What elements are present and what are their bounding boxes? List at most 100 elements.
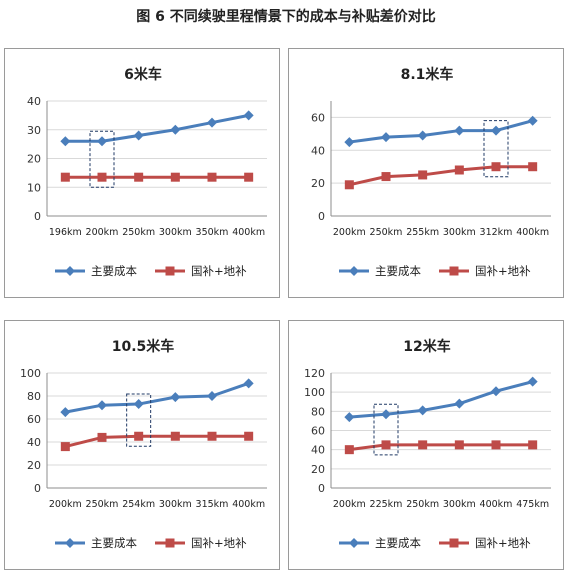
series-line	[349, 119, 534, 144]
data-point	[417, 130, 428, 141]
x-tick-label: 400km	[480, 499, 513, 510]
data-point	[97, 172, 107, 182]
y-tick-label: 0	[318, 210, 325, 223]
y-tick-label: 20	[311, 177, 325, 190]
data-point	[491, 162, 501, 172]
series-line	[65, 381, 250, 414]
data-point	[344, 180, 354, 190]
x-tick-label: 300km	[443, 227, 476, 238]
data-point	[527, 115, 538, 126]
chart-title: 8.1米车	[401, 66, 454, 83]
data-point	[344, 412, 355, 423]
y-tick-label: 60	[311, 425, 325, 438]
x-tick-label: 400km	[232, 227, 265, 238]
data-point	[207, 117, 217, 128]
legend-label: 国补+地补	[191, 264, 247, 278]
highlight-box	[373, 403, 399, 456]
highlight-box	[89, 130, 115, 188]
x-tick-label: 400km	[232, 499, 265, 510]
x-tick-label: 300km	[443, 499, 476, 510]
data-point	[381, 440, 391, 450]
data-point	[344, 445, 354, 455]
highlight-box	[126, 393, 152, 447]
data-point	[207, 391, 217, 401]
x-tick-label: 225km	[370, 499, 403, 510]
legend-marker	[165, 538, 175, 548]
data-point	[133, 130, 144, 141]
data-point	[454, 125, 465, 136]
legend-label: 国补+地补	[475, 536, 531, 550]
x-tick-label: 255km	[406, 227, 439, 238]
legend-label: 主要成本	[91, 536, 137, 550]
x-tick-label: 200km	[86, 227, 119, 238]
chart-title: 10.5米车	[112, 338, 175, 355]
highlight-box	[483, 120, 509, 178]
data-point	[454, 165, 464, 175]
data-point	[381, 409, 391, 420]
data-point	[491, 440, 501, 450]
legend-label: 国补+地补	[191, 536, 247, 550]
chart-panel-8-1m: 8.1米车 0 20 40 60 200km 250km 255km 300km 312km 400…	[288, 48, 564, 298]
chart-8-1m: 8.1米车 0 20 40 60 200km 250km 255km 300km 312km 400…	[311, 66, 551, 278]
data-point	[134, 431, 144, 441]
y-tick-label: 30	[27, 124, 41, 137]
y-tick-label: 0	[34, 210, 41, 223]
data-point	[528, 162, 538, 172]
chart-panel-10-5m: 10.5米车 0 20 40 60 80 100 200km 250km 254km 300km 31…	[4, 320, 280, 570]
x-tick-label: 300km	[159, 227, 192, 238]
x-tick-label: 250km	[406, 499, 439, 510]
y-tick-label: 0	[34, 482, 41, 495]
chart-6m: 6米车 0 10 20 30 40 196km 200km 250km 300km 350km 400…	[27, 66, 267, 278]
y-tick-label: 20	[27, 459, 41, 472]
chart-10-5m: 10.5米车 0 20 40 60 80 100 200km 250km 254km 300km 31…	[20, 338, 267, 550]
y-tick-label: 40	[311, 444, 325, 457]
legend-label: 国补+地补	[475, 264, 531, 278]
series-line	[349, 380, 534, 419]
x-tick-label: 475km	[516, 499, 549, 510]
data-point	[60, 442, 70, 452]
series-line	[65, 113, 249, 143]
data-point	[134, 172, 144, 182]
x-tick-label: 300km	[159, 499, 192, 510]
data-point	[60, 136, 71, 147]
legend-marker	[165, 266, 175, 276]
data-point	[381, 132, 391, 143]
data-point	[418, 440, 428, 450]
y-tick-label: 20	[27, 153, 41, 166]
x-tick-label: 400km	[516, 227, 549, 238]
data-point	[97, 432, 107, 442]
data-point	[60, 407, 71, 418]
x-tick-label: 312km	[480, 227, 513, 238]
x-tick-label: 200km	[333, 227, 366, 238]
y-tick-label: 40	[27, 436, 41, 449]
data-point	[454, 440, 464, 450]
legend-marker	[349, 266, 359, 276]
legend-marker	[449, 266, 459, 276]
data-point	[244, 172, 254, 182]
x-tick-label: 315km	[196, 499, 229, 510]
legend-marker	[449, 538, 459, 548]
data-point	[243, 110, 254, 121]
y-tick-label: 100	[20, 367, 41, 380]
data-point	[454, 398, 465, 409]
data-point	[207, 172, 217, 182]
data-point	[527, 376, 538, 387]
y-tick-label: 80	[27, 390, 41, 403]
data-point	[97, 400, 107, 411]
data-point	[381, 172, 391, 182]
chart-title: 6米车	[124, 66, 162, 83]
x-tick-label: 250km	[370, 227, 403, 238]
x-tick-label: 196km	[49, 227, 82, 238]
x-tick-label: 250km	[86, 499, 119, 510]
chart-12m: 12米车 0 20 40 60 80 100 120 200km 225km 250km 300km 4…	[304, 338, 551, 550]
y-tick-label: 40	[27, 95, 41, 108]
y-tick-label: 60	[27, 413, 41, 426]
x-tick-label: 200km	[333, 499, 366, 510]
data-point	[60, 172, 70, 182]
data-point	[244, 431, 254, 441]
data-point	[170, 124, 181, 135]
x-tick-label: 250km	[122, 227, 155, 238]
x-tick-label: 254km	[122, 499, 155, 510]
data-point	[170, 431, 180, 441]
y-tick-label: 120	[304, 367, 325, 380]
